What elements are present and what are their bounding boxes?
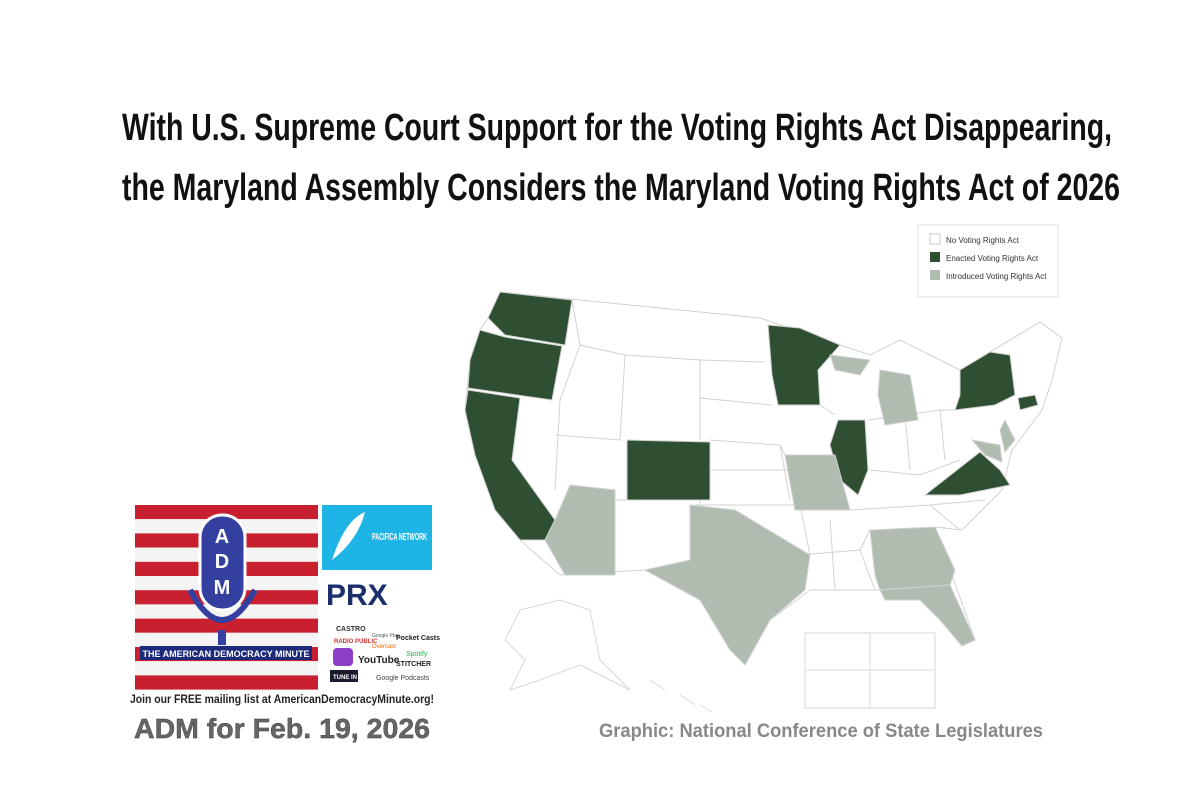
legend-swatch bbox=[930, 270, 940, 280]
state-enacted bbox=[767, 324, 841, 406]
app-name: STITCHER bbox=[396, 661, 431, 668]
state-introduced bbox=[829, 354, 871, 376]
partner-name: PRX bbox=[326, 579, 388, 612]
legend-label: Enacted Voting Rights Act bbox=[946, 254, 1039, 263]
state-introduced bbox=[877, 369, 919, 426]
logo-letter: D bbox=[215, 551, 229, 573]
alaska-hawaii bbox=[504, 599, 936, 713]
banner-text: THE AMERICAN DEMOCRACY MINUTE bbox=[142, 649, 309, 659]
app-name: Pocket Casts bbox=[396, 635, 440, 642]
legend-swatch bbox=[929, 233, 941, 245]
flag-stripe bbox=[135, 505, 318, 520]
app-name: Google Play bbox=[372, 633, 400, 639]
banner bbox=[140, 646, 312, 660]
title-line: the Maryland Assembly Considers the Mary… bbox=[122, 167, 1120, 209]
app-name: Spotify bbox=[406, 651, 428, 658]
flag-stripe bbox=[135, 632, 318, 647]
state-introduced bbox=[879, 584, 976, 647]
app-name: CASTRO bbox=[336, 626, 366, 633]
app-name: Google Podcasts bbox=[376, 675, 430, 682]
state-enacted bbox=[923, 451, 1011, 496]
state-introduced bbox=[643, 504, 811, 666]
pacifica-leaf bbox=[332, 512, 365, 560]
mic-stand bbox=[218, 630, 226, 645]
state-enacted bbox=[1017, 394, 1039, 411]
episode-date: ADM for Feb. 19, 2026 bbox=[134, 713, 430, 744]
state-enacted bbox=[464, 389, 556, 541]
flag-stripe bbox=[135, 661, 318, 676]
app-name: Overcast bbox=[372, 644, 396, 650]
flag-stripe bbox=[135, 604, 318, 619]
app-icon bbox=[333, 648, 353, 666]
legend-label: No Voting Rights Act bbox=[946, 236, 1020, 245]
legend-box bbox=[917, 224, 1059, 298]
state-introduced bbox=[544, 484, 616, 576]
adm-logo: A D M THE AMERICAN DEMOCRACY MINUTE PACI… bbox=[135, 505, 440, 690]
title-line: With U.S. Supreme Court Support for the … bbox=[122, 107, 1112, 149]
state-enacted bbox=[487, 291, 573, 346]
app-name: RADIO PUBLIC bbox=[334, 639, 378, 645]
state-introduced bbox=[784, 454, 851, 511]
mailing-text: Join our FREE mailing list at AmericanDe… bbox=[130, 692, 434, 706]
app-icon bbox=[330, 670, 358, 682]
state-introduced bbox=[970, 439, 1003, 463]
partner-name: PACIFICA NETWORK bbox=[372, 532, 427, 543]
state-introduced bbox=[999, 418, 1016, 454]
state-enacted bbox=[626, 439, 711, 501]
microphone bbox=[198, 513, 247, 612]
us-map bbox=[464, 291, 1063, 713]
legend-label: Introduced Voting Rights Act bbox=[946, 272, 1047, 281]
mic-stand bbox=[187, 588, 258, 623]
legend-swatch bbox=[930, 252, 940, 262]
state-enacted bbox=[467, 329, 563, 401]
logo-letter: M bbox=[214, 577, 231, 599]
credit: Graphic: National Conference of State Le… bbox=[599, 721, 1043, 742]
flag-stripe bbox=[135, 618, 318, 633]
state-enacted bbox=[954, 351, 1016, 411]
logo-letter: A bbox=[215, 526, 229, 548]
app-name: TUNE IN bbox=[333, 675, 357, 681]
flag-stripe bbox=[135, 675, 318, 690]
pacifica-logo bbox=[322, 505, 432, 570]
app-name: YouTube bbox=[358, 655, 400, 666]
legend: No Voting Rights Act Enacted Voting Righ… bbox=[917, 224, 1059, 298]
